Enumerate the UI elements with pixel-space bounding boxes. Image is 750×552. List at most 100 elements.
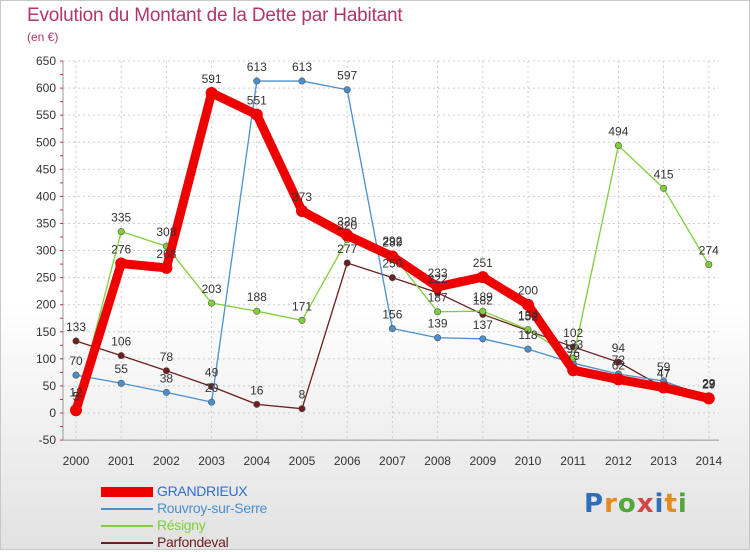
data-label: 118 — [518, 328, 537, 342]
data-label: 62 — [612, 358, 626, 372]
legend-swatch — [101, 484, 153, 500]
data-point — [298, 316, 306, 324]
data-point — [343, 259, 351, 267]
data-point — [298, 77, 306, 85]
data-label: 5 — [73, 389, 80, 403]
data-point — [253, 307, 261, 315]
data-label: 328 — [337, 214, 357, 228]
legend-label: Résigny — [157, 517, 206, 533]
data-label: 29 — [702, 377, 716, 391]
data-label: 49 — [205, 365, 219, 379]
chart-subtitle: (en €) — [27, 30, 59, 44]
x-tick-label: 2001 — [108, 454, 135, 468]
chart-title: Evolution du Montant de la Dette par Hab… — [27, 5, 403, 26]
legend-swatch — [101, 535, 153, 551]
data-label: 92 — [567, 342, 581, 356]
data-point — [205, 86, 218, 99]
data-label: 591 — [202, 72, 222, 86]
y-tick-label: 450 — [36, 162, 56, 176]
x-tick-label: 2010 — [515, 454, 542, 468]
data-label: 233 — [428, 266, 448, 280]
data-point — [434, 308, 442, 316]
data-label: 251 — [473, 256, 493, 270]
data-label: 133 — [66, 320, 86, 334]
y-tick-label: 500 — [36, 135, 56, 149]
data-point — [434, 334, 442, 342]
data-label: 274 — [699, 244, 719, 258]
x-tick-label: 2005 — [289, 454, 316, 468]
data-label: 335 — [111, 211, 131, 225]
data-point — [702, 392, 715, 405]
data-label: 20 — [205, 381, 219, 395]
y-tick-label: 300 — [36, 244, 56, 258]
data-point — [479, 335, 487, 343]
x-tick-label: 2013 — [650, 454, 677, 468]
data-point — [388, 274, 396, 282]
data-label: 72 — [612, 353, 626, 367]
data-label: 203 — [202, 282, 222, 296]
data-point — [162, 367, 170, 375]
data-label: 79 — [567, 349, 581, 363]
data-label: 16 — [250, 383, 264, 397]
data-label: 154 — [518, 309, 538, 323]
x-tick-label: 2014 — [695, 454, 722, 468]
data-point — [524, 345, 532, 353]
x-tick-label: 2003 — [198, 454, 225, 468]
data-label: 123 — [563, 337, 583, 351]
data-label: 156 — [382, 308, 402, 322]
legend-label: Parfondeval — [157, 534, 229, 550]
data-label: 78 — [160, 350, 174, 364]
x-tick-label: 2006 — [334, 454, 361, 468]
x-tick-label: 2007 — [379, 454, 406, 468]
data-label: 8 — [299, 388, 306, 402]
y-tick-label: 200 — [36, 298, 56, 312]
line-chart: -50 0 50 100 150 200 250 300 350 400 450 500 550 600 6… — [36, 54, 723, 468]
data-point — [72, 337, 80, 345]
data-point — [386, 250, 399, 263]
data-label: 189 — [473, 290, 493, 304]
data-point — [614, 141, 622, 149]
data-label: 47 — [657, 367, 671, 381]
legend-label: GRANDRIEUX — [157, 483, 248, 499]
x-tick-label: 2008 — [424, 454, 451, 468]
data-point — [388, 325, 396, 333]
data-point — [524, 326, 532, 334]
data-label: 27 — [702, 377, 716, 391]
data-point — [705, 261, 713, 269]
data-label: 308 — [156, 225, 176, 239]
data-label: 182 — [473, 293, 493, 307]
y-tick-label: -50 — [39, 433, 57, 447]
x-tick-label: 2009 — [469, 454, 496, 468]
data-label: 289 — [382, 236, 402, 250]
data-label: 94 — [612, 341, 626, 355]
data-label: 70 — [69, 354, 83, 368]
data-label: 59 — [657, 360, 671, 374]
data-label: 415 — [654, 167, 674, 181]
data-label: 38 — [160, 371, 174, 385]
data-label: 137 — [473, 318, 493, 332]
data-point — [253, 77, 261, 85]
y-tick-label: 100 — [36, 352, 56, 366]
data-label: 12 — [69, 386, 83, 400]
data-point — [431, 280, 444, 293]
data-point — [117, 228, 125, 236]
data-point — [657, 381, 670, 394]
data-label: 102 — [563, 326, 583, 340]
data-label: 139 — [428, 317, 448, 331]
x-tick-label: 2012 — [605, 454, 632, 468]
y-tick-label: 0 — [49, 406, 56, 420]
data-label: 551 — [247, 94, 267, 108]
data-label: 200 — [518, 284, 538, 298]
data-point — [341, 229, 354, 242]
data-point — [479, 307, 487, 315]
data-point — [660, 184, 668, 192]
data-label: 276 — [111, 243, 131, 257]
data-label: 29 — [702, 376, 716, 390]
data-point — [117, 352, 125, 360]
data-point — [296, 205, 308, 218]
y-tick-label: 50 — [43, 379, 57, 393]
x-tick-label: 2000 — [63, 454, 90, 468]
data-label: 597 — [337, 69, 357, 83]
data-label: 188 — [247, 290, 267, 304]
